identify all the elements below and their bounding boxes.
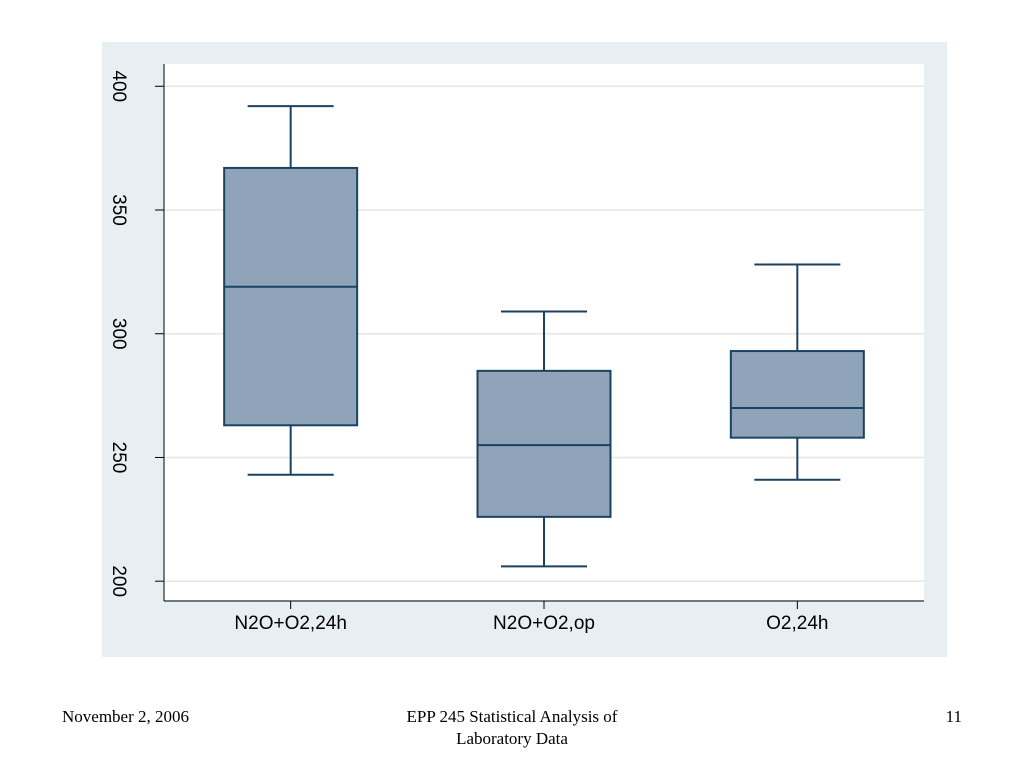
iqr-box [476, 369, 612, 518]
box-3 [729, 263, 865, 481]
page-number: 11 [945, 707, 962, 726]
y-ticks: 200 250 300 350 400 [108, 70, 164, 597]
y-tick-label: 350 [108, 194, 129, 226]
x-tick-label: N2O+O2,op [493, 613, 595, 634]
footer-date: November 2, 2006 [62, 707, 190, 726]
iqr-box [223, 166, 359, 427]
footer-title: EPP 245 Statistical Analysis of Laborato… [362, 706, 662, 750]
iqr-box [729, 350, 865, 439]
y-tick-label: 200 [108, 565, 129, 597]
y-tick-label: 250 [108, 442, 129, 474]
box-2 [476, 310, 612, 568]
footer-title-line1: EPP 245 Statistical Analysis of [406, 707, 618, 726]
y-tick-label: 300 [108, 318, 129, 350]
boxes [223, 105, 865, 568]
x-tick-labels: N2O+O2,24h N2O+O2,op O2,24h [234, 601, 828, 634]
y-tick-label: 400 [108, 70, 129, 102]
x-tick-label: O2,24h [766, 613, 828, 634]
box-1 [223, 105, 359, 476]
x-tick-label: N2O+O2,24h [234, 613, 347, 634]
footer-title-line2: Laboratory Data [456, 729, 568, 748]
